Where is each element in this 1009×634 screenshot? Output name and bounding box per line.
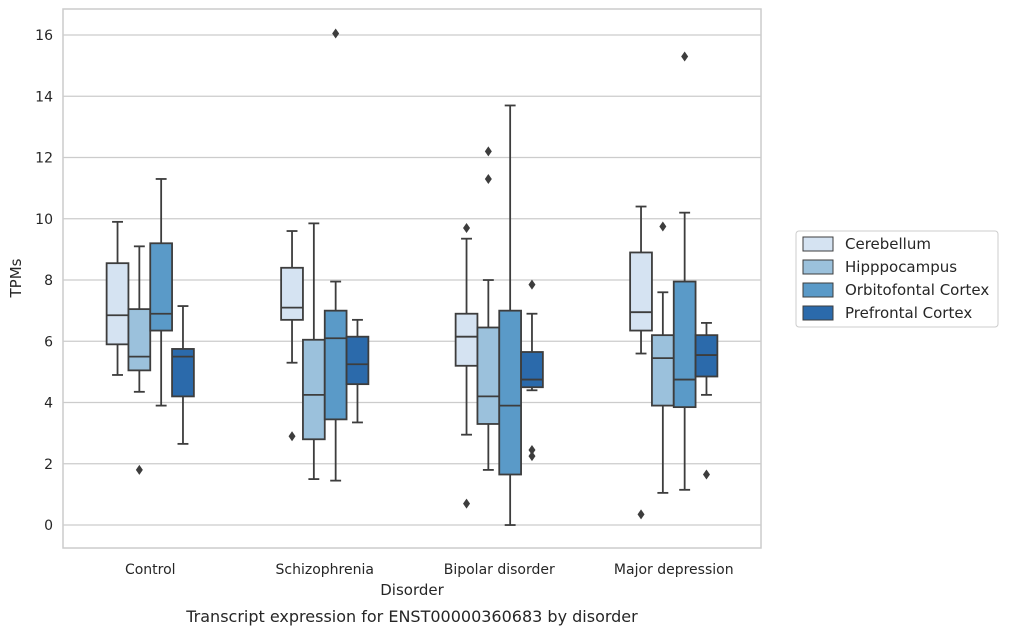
box-iqr (454, 312, 479, 367)
box-iqr (498, 309, 522, 476)
outlier-point (659, 221, 667, 232)
box-iqr (672, 280, 697, 409)
box-group (302, 222, 326, 480)
outlier-point (484, 173, 492, 184)
box-iqr (629, 251, 653, 332)
outlier-point (528, 279, 536, 290)
y-tick-label: 0 (44, 518, 53, 534)
y-tick-label: 16 (35, 28, 53, 44)
x-axis-label: Disorder (380, 581, 444, 599)
y-tick-labels: 0 2 4 6 8 10 12 14 16 (35, 28, 53, 534)
outlier-point (135, 464, 143, 475)
box-iqr (171, 348, 195, 398)
outlier-point (528, 451, 536, 462)
outlier-point (681, 51, 689, 62)
chart-caption: Transcript expression for ENST0000036068… (185, 607, 638, 626)
box-group (498, 104, 522, 526)
box-group (672, 51, 697, 491)
x-tick-label: Major depression (614, 562, 734, 578)
box-group (127, 245, 152, 475)
legend-label: Orbitofontal Cortex (845, 281, 989, 299)
box-group (520, 279, 544, 462)
legend-swatch (802, 259, 834, 275)
legend-label: Hipppocampus (845, 258, 957, 276)
y-tick-label: 4 (44, 396, 53, 412)
box-group (454, 222, 479, 509)
grid-lines (63, 34, 761, 526)
box-iqr (651, 334, 675, 407)
y-tick-label: 10 (35, 212, 53, 228)
box-group (171, 305, 195, 445)
outlier-point (463, 222, 471, 233)
y-tick-label: 8 (44, 273, 53, 289)
outlier-point (637, 509, 645, 520)
box-group (651, 221, 675, 494)
y-axis-label: TPMs (7, 258, 25, 298)
box-iqr (345, 335, 370, 386)
x-tick-labels: Control Schizophrenia Bipolar disorder Majo… (125, 562, 734, 578)
outlier-point (288, 431, 296, 442)
box-iqr (302, 338, 326, 441)
y-tick-label: 6 (44, 334, 53, 350)
box-group (694, 322, 719, 480)
box-iqr (323, 309, 348, 421)
x-tick-label: Bipolar disorder (444, 562, 555, 578)
outlier-point (463, 498, 471, 509)
box-iqr (149, 242, 173, 332)
box-series (105, 28, 719, 526)
box-iqr (476, 326, 501, 425)
box-iqr (280, 266, 304, 321)
box-group (280, 230, 304, 442)
legend-frame (795, 230, 999, 328)
box-group (345, 318, 370, 424)
plot-frame (62, 8, 762, 549)
box-iqr (520, 351, 544, 389)
outlier-point (484, 146, 492, 157)
legend-swatch (802, 236, 834, 252)
y-tick-label: 2 (44, 457, 53, 473)
outlier-point (332, 28, 340, 39)
legend-label: Cerebellum (845, 235, 931, 253)
box-group (476, 146, 501, 471)
box-group (323, 28, 348, 482)
legend-label: Prefrontal Cortex (845, 304, 972, 322)
x-tick-label: Control (125, 562, 176, 578)
legend-swatch (802, 305, 834, 321)
y-tick-label: 14 (35, 89, 53, 105)
box-iqr (127, 308, 152, 372)
box-iqr (105, 262, 130, 346)
y-tick-label: 12 (35, 151, 53, 167)
legend: Cerebellum Hipppocampus Orbitofontal Corte… (795, 230, 999, 328)
x-tick-label: Schizophrenia (276, 562, 374, 578)
box-group (105, 220, 130, 376)
box-group (149, 178, 173, 407)
legend-swatch (802, 282, 834, 298)
outlier-point (702, 469, 710, 480)
box-group (629, 205, 653, 520)
outlier-point (528, 445, 536, 455)
